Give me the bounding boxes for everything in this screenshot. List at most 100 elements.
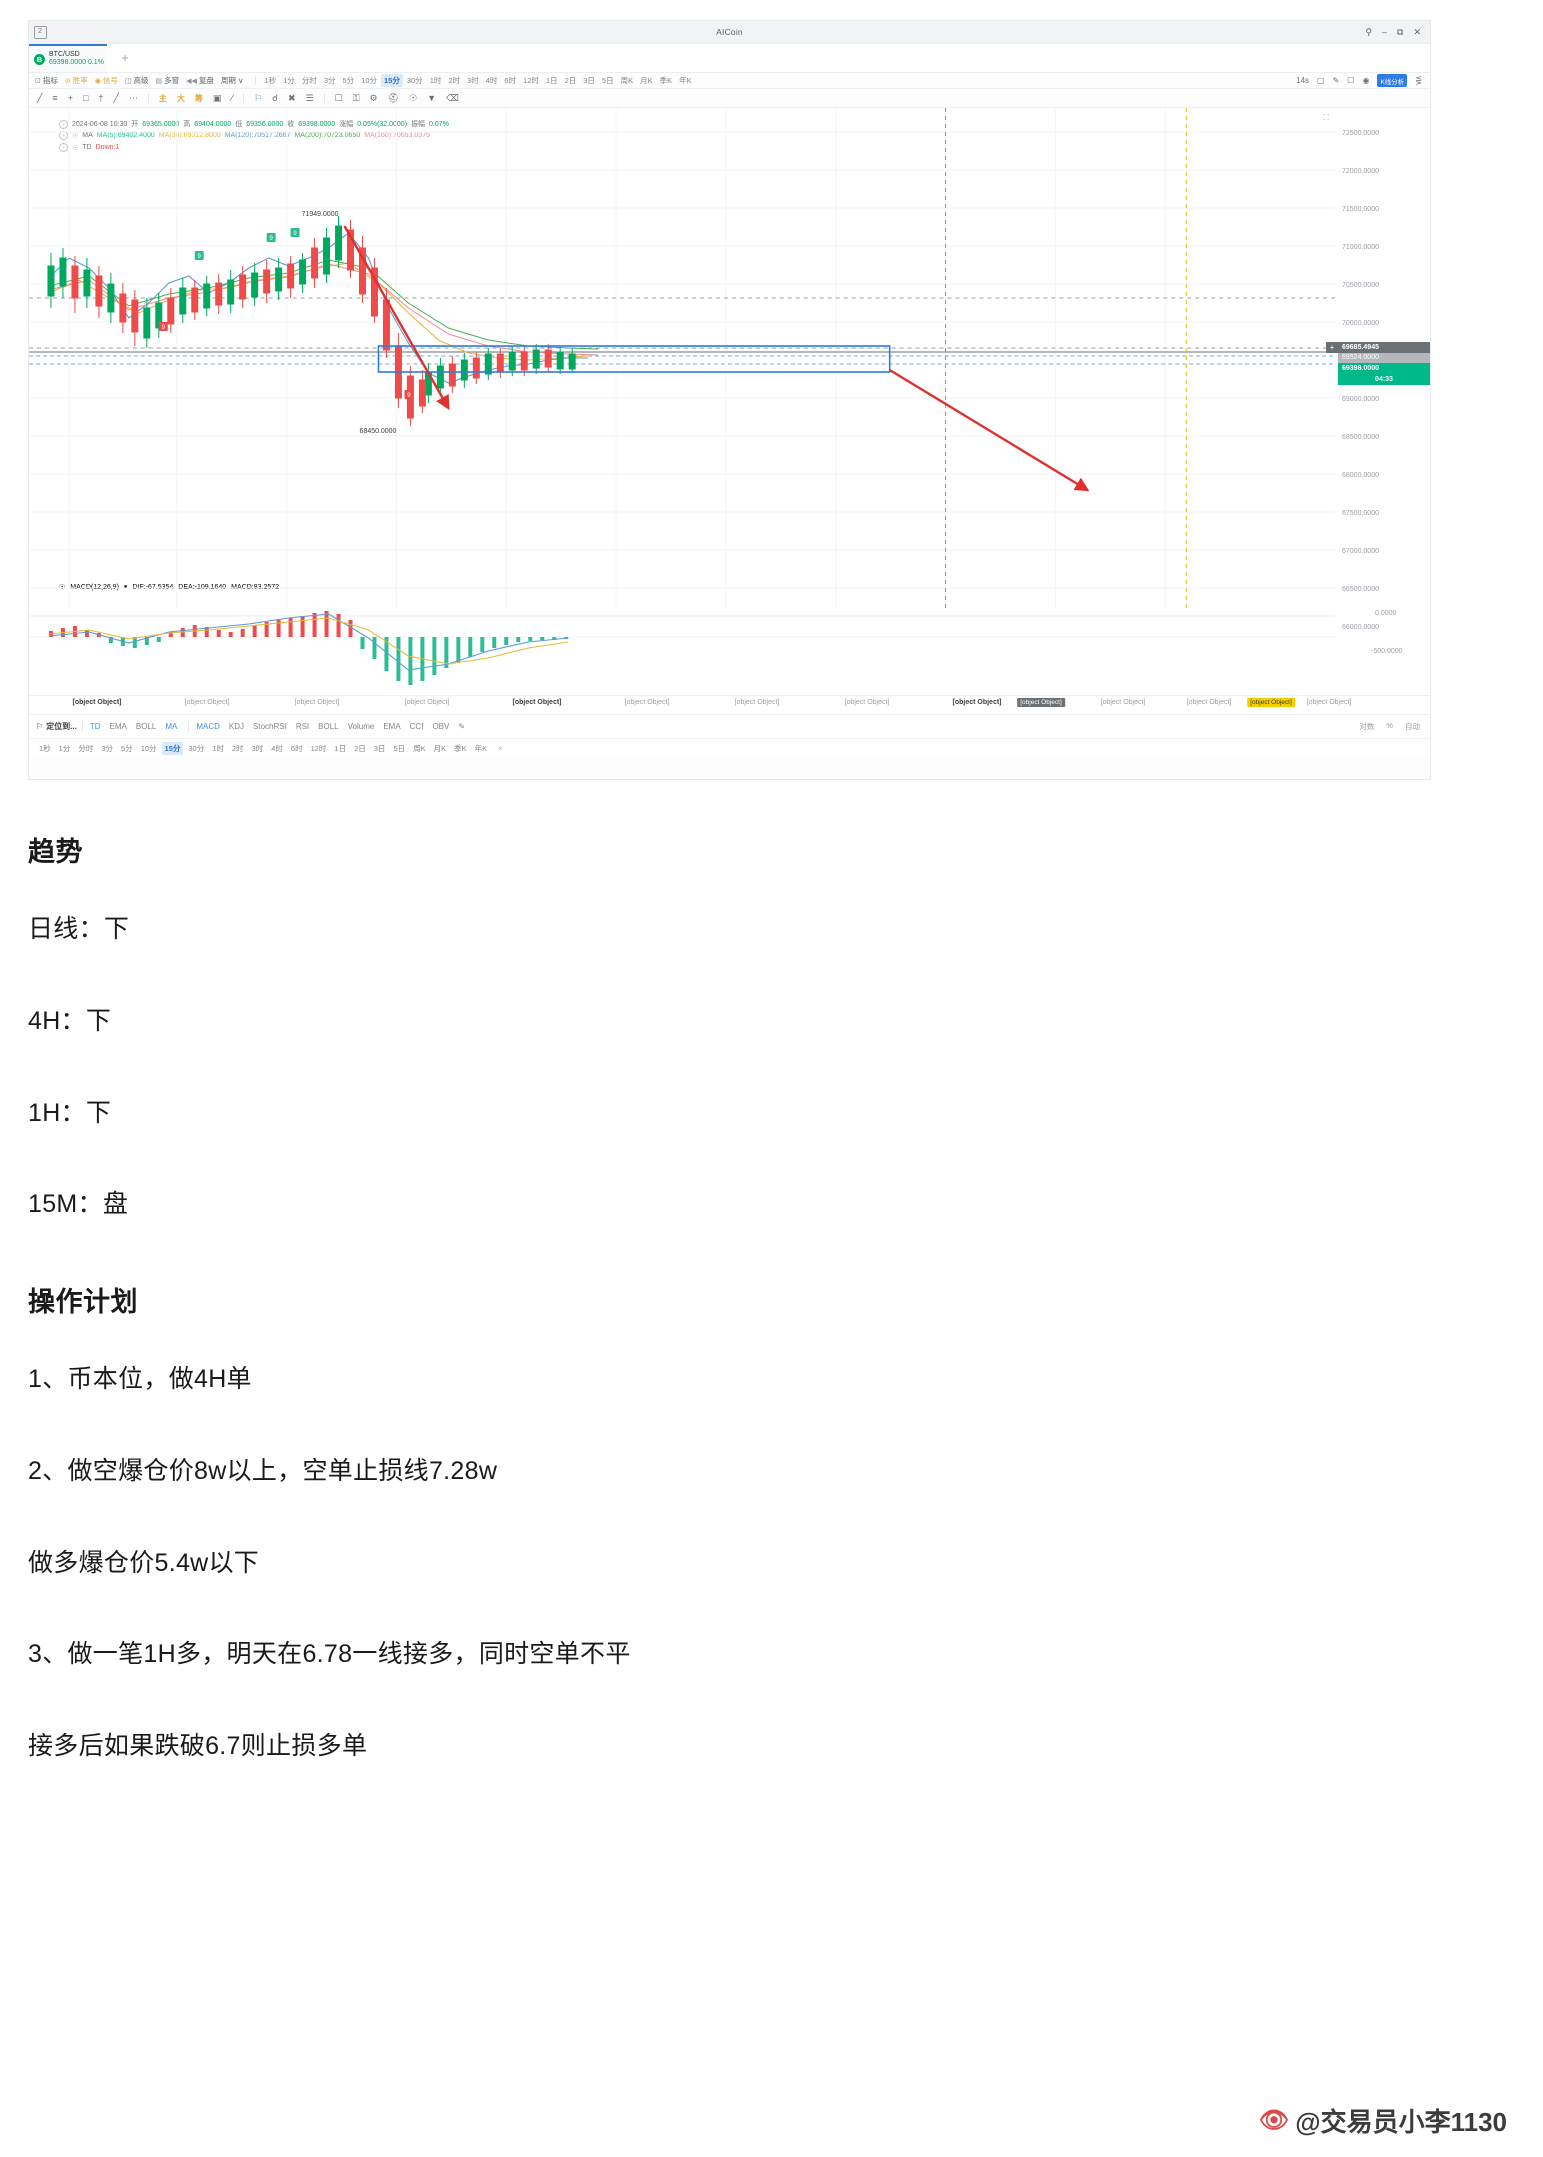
timeframe-quarter[interactable]: 季K (659, 76, 673, 85)
trash-icon[interactable]: ⌫ (446, 92, 459, 103)
toolbar-item-replay[interactable]: ◀◀ 复盘 (186, 76, 214, 85)
timeframe-3m[interactable]: 3分 (323, 76, 336, 85)
indicator-macd[interactable]: MACD (196, 722, 220, 731)
magnet2-icon[interactable]: ⛑ (387, 92, 400, 103)
indicator-volume[interactable]: Volume (347, 722, 375, 731)
btm-timeframe-intraday[interactable]: 分时 (78, 743, 94, 753)
locate-label[interactable]: 定位到... (46, 722, 77, 731)
btm-timeframe-6h[interactable]: 6时 (290, 743, 303, 753)
timeframe-3d[interactable]: 3日 (583, 76, 595, 85)
btm-timeframe-3d[interactable]: 3日 (373, 743, 386, 753)
price-marker-mid[interactable]: 69524.0000 (1338, 353, 1430, 363)
indicator-td[interactable]: TD (89, 722, 101, 731)
indicator-ma[interactable]: MA (165, 722, 178, 731)
timeframe-4h[interactable]: 4时 (485, 76, 498, 85)
settings2-icon[interactable]: ⚙ (369, 92, 378, 103)
btm-timeframe-12h[interactable]: 12时 (310, 743, 327, 753)
percent-scale-toggle[interactable]: % (1386, 721, 1393, 730)
btm-timeframe-quarter[interactable]: 季K (454, 743, 467, 753)
price-axis[interactable]: 72500.0000 72000.0000 71500.0000 71000.0… (1326, 108, 1430, 694)
symbol-tab-btc-usd[interactable]: B BTC/USD 69398.0000 0.1% (29, 44, 107, 72)
btm-timeframe-3m[interactable]: 3分 (101, 743, 114, 753)
timeframe-1s[interactable]: 1秒 (264, 76, 277, 85)
btm-timeframe-week[interactable]: 周K (413, 743, 426, 753)
timeframe-15m[interactable]: 15分 (381, 74, 403, 87)
kline-analysis-button[interactable]: K线分析 (1377, 74, 1408, 87)
timeframe-1m[interactable]: 1分 (283, 76, 295, 85)
add-alert-icon[interactable]: + (1326, 342, 1338, 353)
btm-timeframe-year[interactable]: 年K (474, 743, 488, 753)
timeframe-3h[interactable]: 3时 (467, 76, 479, 85)
pen-icon[interactable]: ✖ (287, 92, 296, 103)
edit-icon[interactable]: ✎ (458, 722, 466, 731)
log-scale-toggle[interactable]: 对数 (1359, 722, 1375, 731)
copy-icon[interactable]: ☐ (334, 92, 343, 103)
eraser-icon[interactable]: ☌ (271, 92, 278, 103)
lock-icon[interactable]: ⚿ (352, 92, 360, 103)
alarm-bell-icon[interactable]: ☉ (72, 132, 79, 140)
btm-timeframe-4h[interactable]: 4时 (271, 743, 283, 753)
timeframe-month[interactable]: 月K (640, 76, 653, 85)
filter-icon[interactable]: ▼ (427, 92, 437, 103)
close-icon[interactable]: ✕ (1413, 26, 1421, 37)
toolbar-item-multiwindow[interactable]: ▤ 多窗 (155, 76, 180, 85)
timeframe-intraday[interactable]: 分时 (301, 76, 317, 85)
btm-timeframe-30m[interactable]: 30分 (188, 743, 205, 753)
btm-timeframe-2d[interactable]: 2日 (354, 743, 366, 753)
btm-timeframe-1d[interactable]: 1日 (334, 743, 347, 753)
price-marker-upper[interactable]: 69685.4945 (1338, 342, 1430, 353)
cross-tool-icon[interactable]: † (98, 92, 104, 103)
time-axis[interactable]: [object Object] [object Object] [object … (29, 695, 1430, 712)
pencil-icon[interactable]: ✎ (1332, 76, 1340, 85)
camera-icon[interactable]: ▢ (1317, 76, 1325, 85)
btm-timeframe-5m[interactable]: 5分 (121, 743, 133, 753)
btm-timeframe-15m[interactable]: 15分 (161, 741, 184, 755)
btm-timeframe-3h[interactable]: 3时 (251, 743, 264, 753)
share-icon[interactable]: ⋚ (1415, 76, 1422, 85)
timeframe-30m[interactable]: 30分 (406, 76, 423, 85)
big-order-tool[interactable]: 大 (176, 93, 185, 103)
chip-tool[interactable]: 筹 (194, 93, 203, 103)
more-tools-icon[interactable]: ⋯ (128, 92, 138, 103)
indicator-stochrsi[interactable]: StochRSI (253, 722, 287, 731)
toolbar-item-advanced[interactable]: ◫ 高级 (124, 76, 149, 85)
timeframe-12h[interactable]: 12时 (523, 76, 539, 85)
locate-icon[interactable]: ⚐ (36, 722, 44, 731)
timeframe-5m[interactable]: 5分 (342, 76, 355, 85)
btm-timeframe-month[interactable]: 月K (433, 743, 447, 753)
timeframe-5d[interactable]: 5日 (601, 76, 614, 85)
collapse-icon-td[interactable]: ⌄ (59, 143, 68, 152)
timeframe-1d[interactable]: 1日 (545, 76, 558, 85)
plot-expand-icon[interactable]: ⛶ (1323, 113, 1329, 122)
fullscreen-icon[interactable]: ☐ (1347, 76, 1355, 85)
line-tool-icon[interactable]: ╱ (37, 92, 43, 103)
close-timeframe-bar-icon[interactable]: × (498, 743, 503, 753)
alarm-bell-icon-td[interactable]: ☉ (72, 144, 79, 152)
indicator-ema2[interactable]: EMA (383, 722, 401, 731)
toolbar-item-period[interactable]: 周期 ∨ (220, 76, 244, 85)
trendline-tool-icon[interactable]: ╱ (113, 92, 119, 103)
toolbar-item-indicator[interactable]: ⊡ 指标 (35, 76, 58, 85)
indicator-rsi[interactable]: RSI (295, 722, 310, 731)
parallel-lines-tool-icon[interactable]: ≡ (52, 92, 58, 103)
auto-scale-toggle[interactable]: 自动 (1405, 722, 1420, 731)
add-tab-button[interactable]: + (121, 51, 129, 65)
toolbar-item-signal[interactable]: ◉ 信号 (94, 76, 118, 85)
chart-area[interactable]: ⌄ 2024-06-08 10:30 开 69365.0000 高 69404.00… (29, 108, 1430, 738)
timeframe-10m[interactable]: 10分 (361, 76, 377, 85)
timeframe-2d[interactable]: 2日 (564, 76, 577, 85)
btm-timeframe-1s[interactable]: 1秒 (39, 743, 51, 753)
btm-timeframe-1h[interactable]: 1时 (212, 743, 224, 753)
toolbar-item-winrate[interactable]: ⊘ 胜率 (64, 76, 88, 85)
timeframe-2h[interactable]: 2时 (448, 76, 461, 85)
indicator-ema[interactable]: EMA (109, 722, 127, 731)
timeframe-week[interactable]: 周K (620, 76, 634, 85)
flag-icon[interactable]: ⚐ (253, 92, 262, 103)
main-force-tool[interactable]: 主 (158, 93, 167, 103)
visibility-icon[interactable]: ☉ (409, 92, 418, 103)
timeframe-1h[interactable]: 1时 (429, 76, 442, 85)
magnet-icon[interactable]: ▣ (212, 92, 222, 103)
collapse-icon[interactable]: ⌄ (59, 119, 68, 129)
maximize-icon[interactable]: ⧉ (1397, 26, 1404, 37)
search-icon[interactable]: ⚲ (1365, 26, 1372, 37)
